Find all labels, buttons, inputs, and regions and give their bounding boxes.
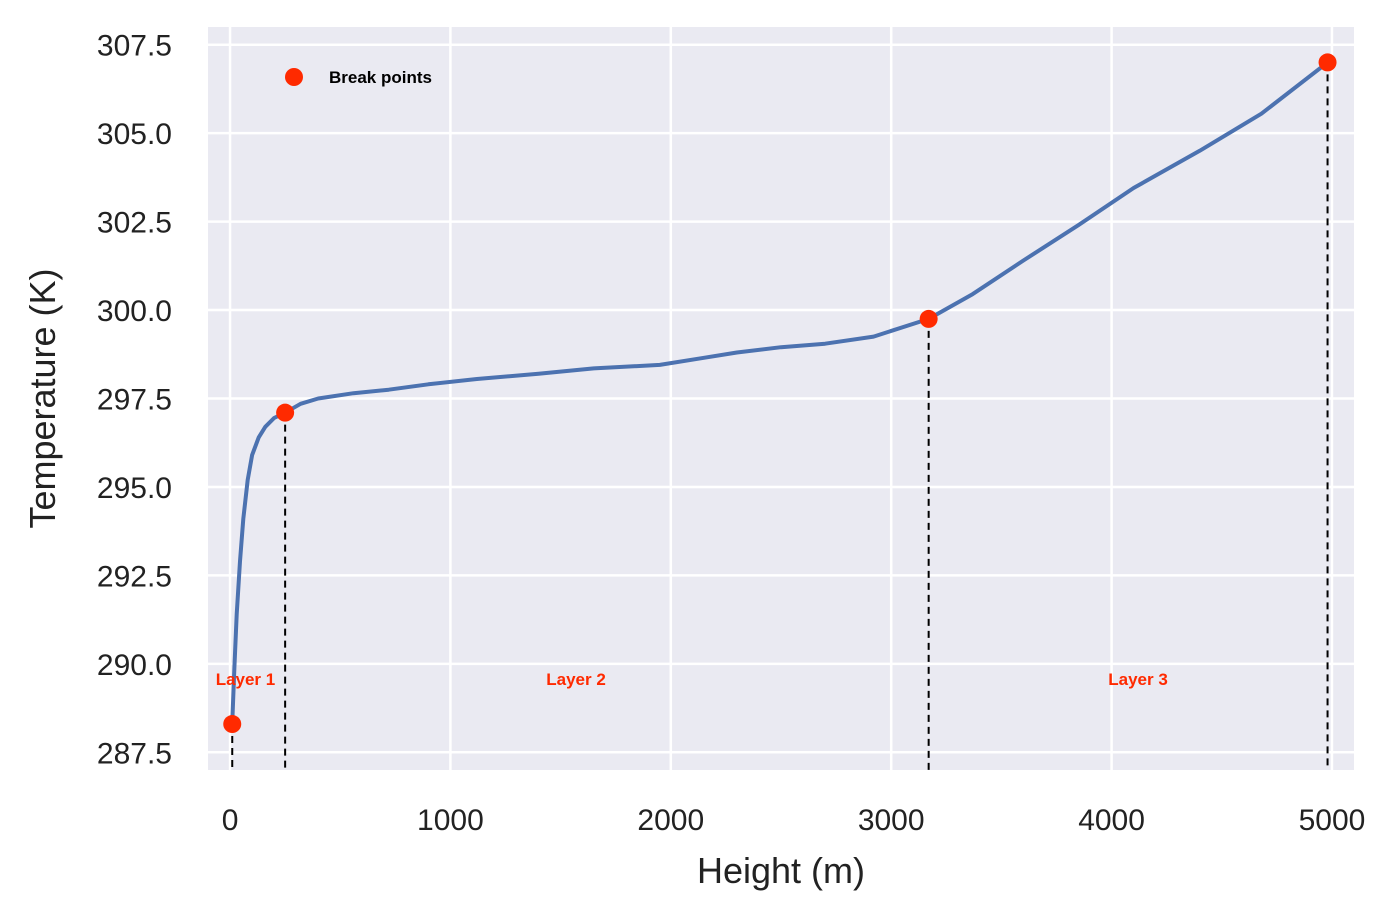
x-tick-label: 0	[222, 804, 239, 837]
y-tick-label: 302.5	[97, 207, 172, 240]
break-point-markers	[223, 53, 1337, 734]
layer-label: Layer 3	[1108, 670, 1168, 689]
break-point-guides	[231, 62, 1329, 770]
x-tick-label: 1000	[417, 804, 484, 837]
data-series	[230, 60, 1330, 726]
x-tick-label: 3000	[858, 804, 925, 837]
layer-annotations: Layer 1 Layer 2 Layer 3	[216, 670, 1168, 689]
y-tick-label: 292.5	[97, 560, 172, 593]
x-tick-label: 2000	[637, 804, 704, 837]
legend-marker	[285, 68, 303, 86]
break-point-marker	[276, 403, 295, 422]
y-tick-label: 290.0	[97, 649, 172, 682]
layer-label: Layer 2	[546, 670, 606, 689]
break-point-marker	[223, 715, 242, 734]
break-point-marker	[919, 309, 938, 328]
y-tick-label: 297.5	[97, 384, 172, 417]
y-axis-label: Temperature (K)	[22, 268, 63, 528]
x-tick-labels: 0 1000 2000 3000 4000 5000	[222, 804, 1366, 837]
break-point-marker	[1318, 53, 1337, 72]
temperature-line	[230, 60, 1330, 726]
y-tick-label: 307.5	[97, 30, 172, 63]
grid-lines	[208, 27, 1354, 770]
x-tick-label: 4000	[1078, 804, 1145, 837]
y-tick-label: 287.5	[97, 737, 172, 770]
y-tick-label: 305.0	[97, 118, 172, 151]
y-tick-label: 300.0	[97, 295, 172, 328]
x-axis-label: Height (m)	[697, 850, 865, 891]
y-tick-label: 295.0	[97, 472, 172, 505]
layer-label: Layer 1	[216, 670, 276, 689]
legend-label: Break points	[329, 68, 432, 87]
x-tick-label: 5000	[1299, 804, 1366, 837]
y-tick-labels: 287.5 290.0 292.5 295.0 297.5 300.0 302.5 305.0…	[97, 30, 172, 771]
legend: Break points	[285, 68, 432, 87]
